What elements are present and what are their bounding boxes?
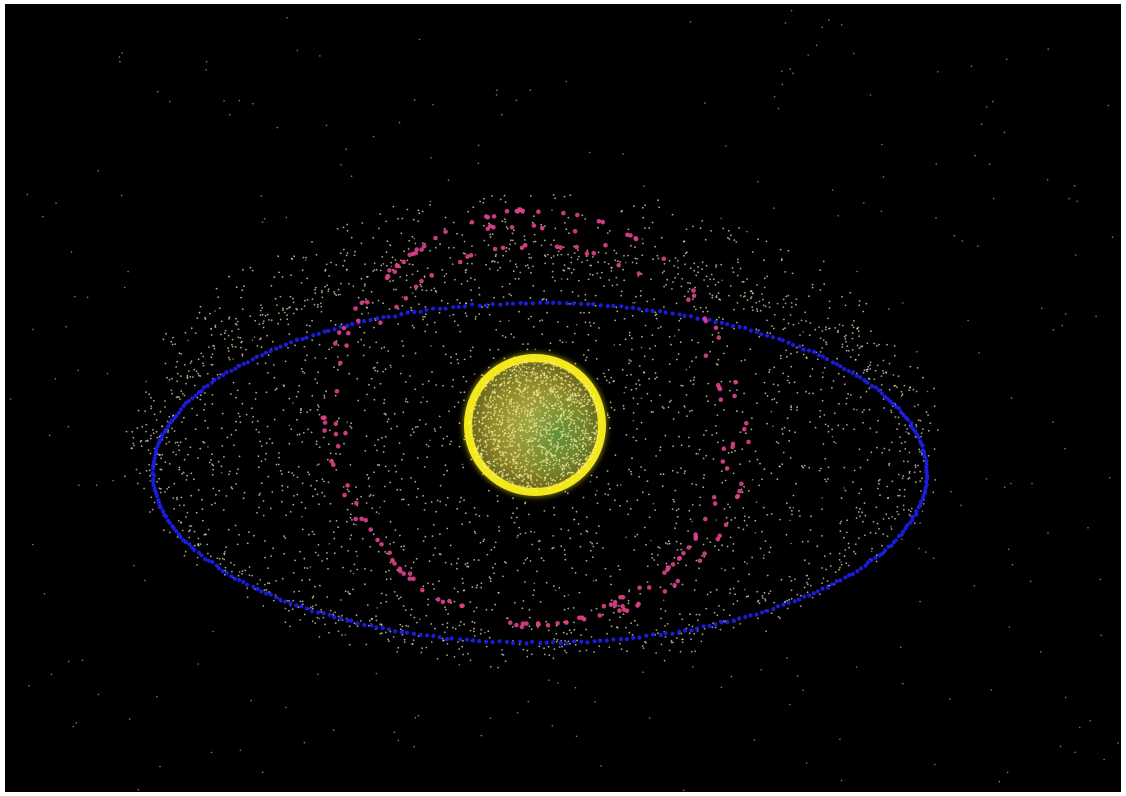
earth-ring xyxy=(464,354,606,496)
geostationary-ring xyxy=(150,300,930,646)
scattered-debris-field xyxy=(9,9,1119,792)
earth-group xyxy=(463,353,607,497)
space-debris-visualization xyxy=(5,4,1121,792)
medium-orbit-debris xyxy=(320,207,751,630)
low-earth-orbit-debris xyxy=(468,358,601,492)
orbital-debris-scene xyxy=(9,9,1119,792)
